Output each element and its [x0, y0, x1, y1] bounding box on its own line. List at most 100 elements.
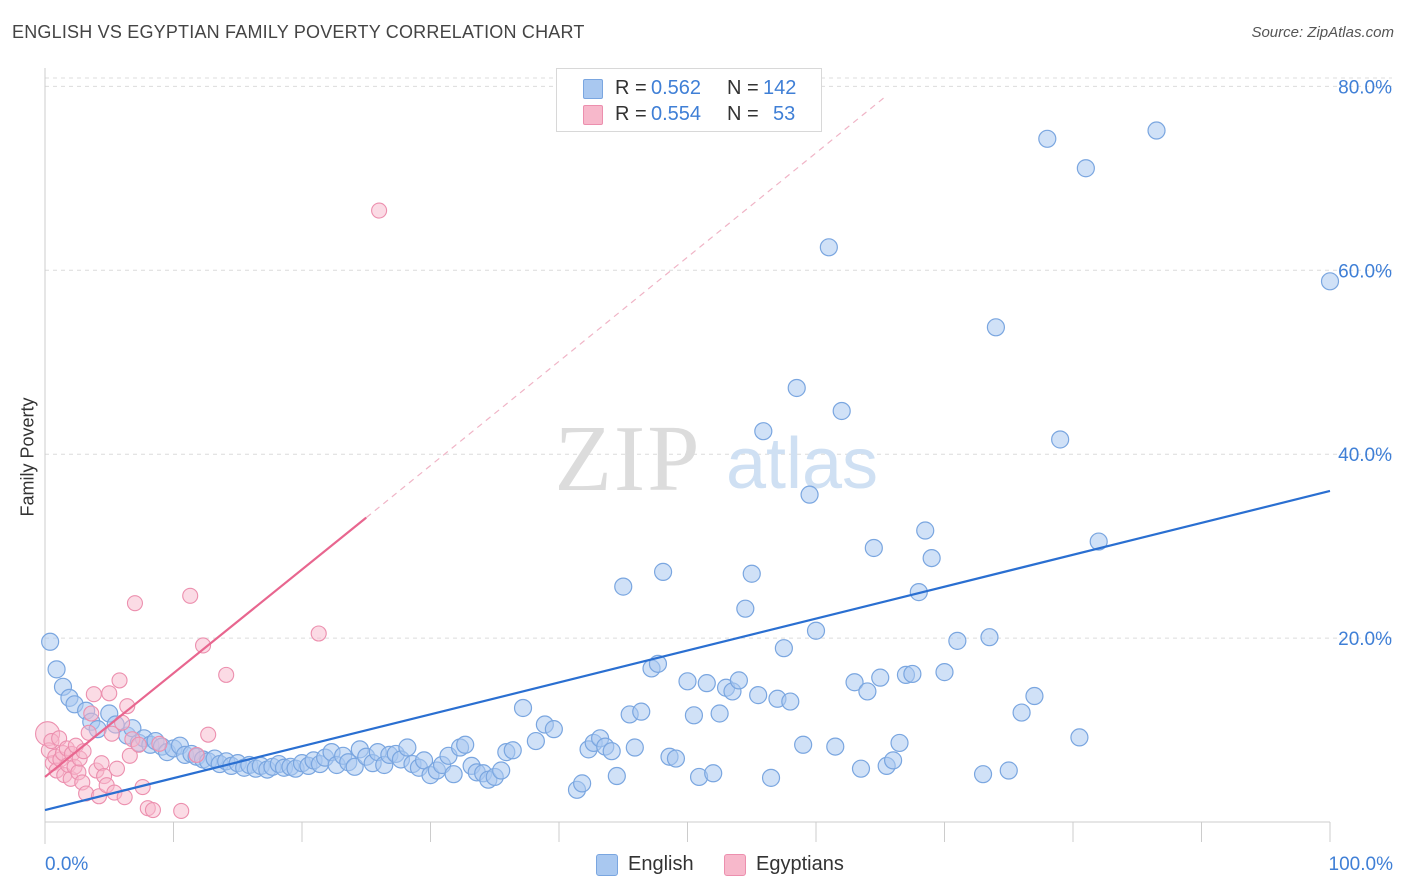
english-point [787, 378, 806, 398]
english-point [973, 765, 993, 784]
egyptians-point [144, 801, 161, 819]
english-swatch [583, 79, 603, 99]
english-point [1147, 121, 1166, 140]
y-tick-label: 80.0% [1338, 77, 1392, 98]
egyptians-point [103, 725, 120, 742]
english-point [890, 733, 909, 753]
egyptians-point [83, 705, 100, 722]
legend-r-value: 0.554 [651, 103, 702, 125]
english-point [653, 562, 673, 581]
egyptians-point [108, 760, 126, 777]
english-point [851, 759, 871, 778]
english-point [697, 674, 716, 693]
english-point [858, 682, 877, 701]
english-point [980, 628, 999, 647]
legend-n-label: N = [727, 103, 759, 125]
english-point [1012, 703, 1031, 722]
y-tick-label: 20.0% [1338, 629, 1392, 650]
egyptians-point [182, 587, 199, 604]
english-point [1070, 728, 1089, 747]
legend-n-value: 53 [773, 103, 796, 125]
english-points [41, 121, 1340, 799]
egyptians-point [151, 735, 168, 752]
english-point [666, 749, 686, 768]
english-point [544, 720, 563, 739]
english-point [503, 741, 522, 760]
legend-n-value: 142 [763, 77, 797, 99]
english-point [948, 631, 967, 650]
english-point [704, 764, 723, 783]
egyptians-point [130, 736, 147, 753]
egyptians-point [310, 625, 327, 642]
egyptians-legend-swatch [724, 854, 746, 876]
english-point [1051, 430, 1070, 449]
english-point [607, 766, 626, 786]
egyptians-trend-line [44, 516, 367, 778]
english-point [916, 521, 935, 540]
english-point [1320, 272, 1340, 291]
egyptians-swatch [583, 105, 603, 125]
english-point [999, 761, 1018, 780]
english-point [781, 692, 800, 711]
english-point [883, 751, 903, 770]
egyptians-point [121, 747, 138, 764]
x-tick-label: 100.0% [1329, 854, 1394, 875]
english-legend-label: English [628, 853, 694, 875]
english-point [1089, 532, 1108, 551]
legend-r-label: R = [615, 103, 647, 125]
english-point [47, 660, 66, 679]
english-point [871, 668, 890, 687]
tick-labels: 20.0% 40.0% 60.0% 80.0% 0.0% 100.0% [45, 77, 1393, 875]
egyptians-legend-label: Egyptians [756, 853, 844, 875]
source-credit: Source: ZipAtlas.com [1251, 24, 1394, 41]
english-point [456, 735, 475, 754]
english-point [1038, 129, 1057, 148]
x-tick-label: 0.0% [45, 854, 88, 875]
egyptians-point [111, 672, 128, 689]
english-point [806, 621, 826, 640]
english-point [935, 663, 954, 682]
y-tick-label: 40.0% [1338, 445, 1392, 466]
english-point [625, 738, 644, 757]
english-point [922, 548, 941, 568]
legend-r-label: R = [615, 77, 647, 99]
egyptians-point [218, 666, 235, 683]
egyptians-point [195, 637, 212, 654]
english-trend-line [44, 489, 1331, 812]
egyptians-point [85, 686, 102, 703]
correlation-legend: R = 0.562 N = 142 R = 0.554 N = 53 [556, 68, 822, 132]
english-point [742, 564, 761, 583]
egyptians-points [35, 202, 388, 820]
gridlines [45, 77, 1392, 639]
english-point [526, 731, 545, 751]
english-point [864, 538, 883, 558]
english-point [761, 768, 781, 787]
english-point [736, 599, 755, 618]
egyptians-point [200, 726, 217, 743]
english-point [729, 671, 749, 690]
english-point [444, 765, 463, 784]
english-point [903, 664, 922, 684]
egyptians-trend-extension [365, 95, 888, 519]
english-point [800, 485, 819, 504]
english-point [398, 738, 417, 757]
trend-lines [44, 95, 1331, 812]
english-point [819, 238, 838, 257]
english-point [832, 401, 851, 421]
english-point [749, 686, 768, 705]
english-point [710, 704, 729, 723]
egyptians-point [101, 685, 118, 702]
chart-title: ENGLISH VS EGYPTIAN FAMILY POVERTY CORRE… [12, 22, 585, 42]
english-point [614, 577, 633, 596]
egyptians-point [119, 698, 136, 715]
english-point [492, 761, 511, 780]
english-point [794, 735, 813, 754]
egyptians-point [188, 746, 205, 763]
english-point [1076, 159, 1095, 178]
english-point [845, 673, 864, 692]
english-point [345, 757, 364, 776]
zipatlas-watermark: ZIP atlas [555, 407, 879, 511]
english-point [678, 672, 697, 691]
english-point [826, 737, 845, 756]
axes [44, 68, 1331, 844]
